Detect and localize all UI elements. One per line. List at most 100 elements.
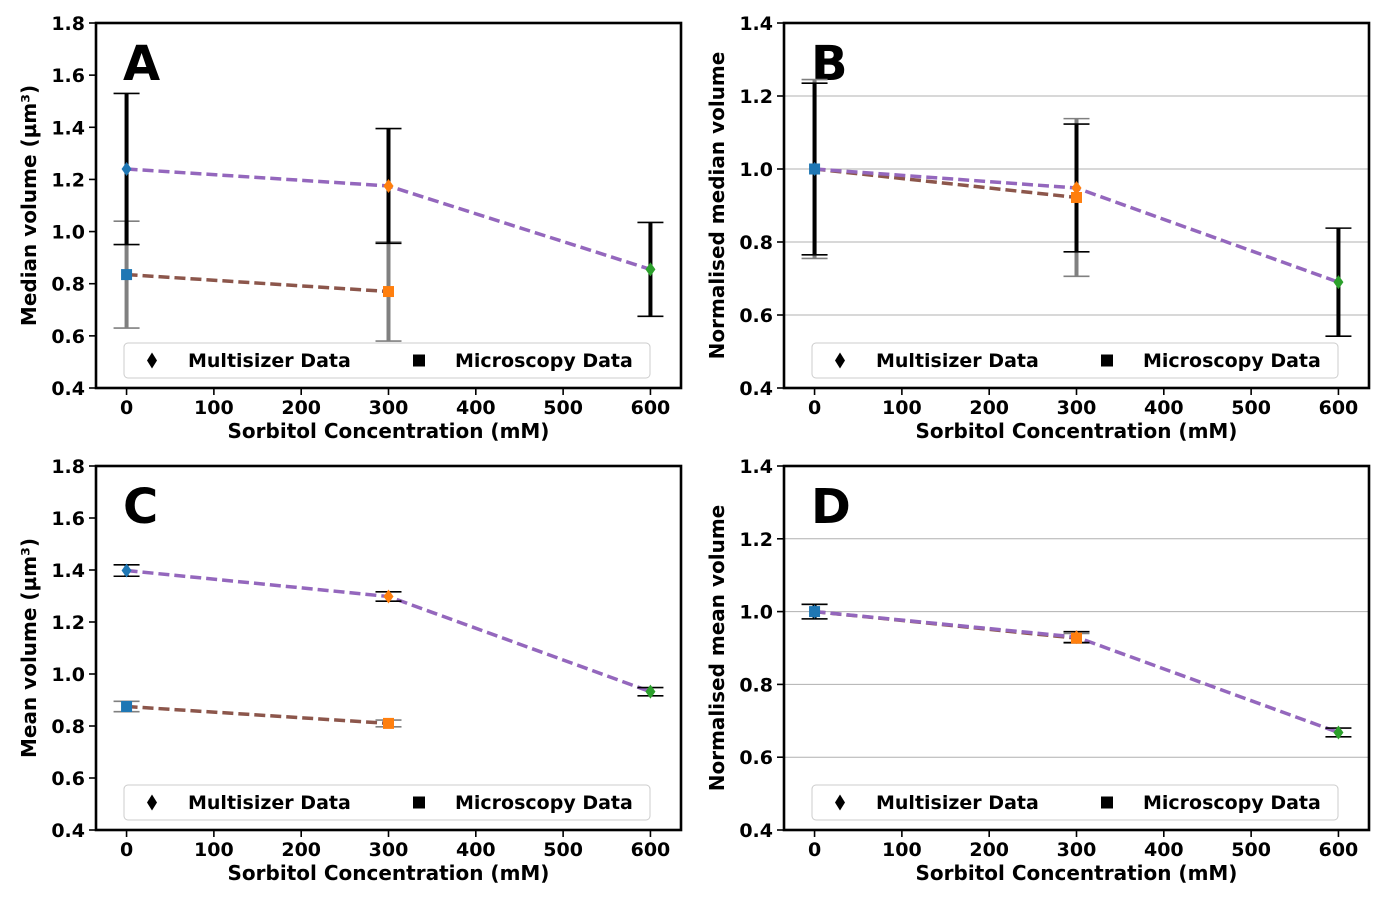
x-axis-label: Sorbitol Concentration (mM) (916, 861, 1238, 885)
legend-diamond-icon (835, 794, 845, 811)
legend-square-icon (413, 354, 425, 367)
legend-diamond-icon (835, 352, 845, 369)
x-tick-label: 400 (456, 839, 496, 861)
panel-letter: C (123, 479, 158, 535)
legend-label: Microscopy Data (455, 350, 633, 372)
plot-frame (782, 21, 1371, 390)
series-line (126, 704, 389, 726)
y-tick-label: 0.8 (51, 716, 85, 738)
y-tick-label: 1.6 (51, 508, 85, 530)
x-tick-label: 100 (194, 839, 234, 861)
data-point (121, 701, 133, 712)
y-tick-label: 0.4 (51, 378, 85, 400)
y-tick-label: 1.8 (51, 13, 85, 35)
x-tick-label: 500 (1231, 839, 1271, 861)
y-tick-label: 0.4 (739, 378, 773, 400)
x-tick-label: 0 (120, 397, 133, 419)
y-tick-label: 0.6 (739, 747, 773, 769)
y-tick-label: 1.6 (51, 65, 85, 87)
y-tick-label: 1.2 (739, 86, 773, 108)
panel-letter: D (811, 479, 851, 535)
legend-square-icon (1101, 354, 1113, 367)
legend-label: Multisizer Data (188, 792, 351, 814)
y-axis-label: Median volume (µm³) (17, 85, 41, 326)
data-point (809, 604, 820, 619)
data-point (1333, 275, 1344, 290)
x-tick-label: 0 (808, 397, 821, 419)
y-tick-label: 1.4 (51, 560, 85, 582)
x-tick-label: 600 (631, 839, 671, 861)
y-tick-label: 0.6 (51, 326, 85, 348)
data-point (383, 286, 394, 298)
panel-b: 0.4 0.6 0.8 1.0 1.2 1.4 0 100 200 300 400 500 600 Sor… (705, 13, 1371, 443)
x-tick-label: 500 (543, 397, 583, 419)
x-tick-label: 500 (1231, 397, 1271, 419)
x-tick-label: 300 (369, 839, 409, 861)
legend-box (811, 342, 1339, 379)
data-point (809, 162, 820, 176)
panel-letter: A (123, 36, 160, 92)
y-tick-label: 0.6 (739, 305, 773, 327)
series-line (126, 568, 652, 694)
x-tick-label: 600 (631, 397, 671, 419)
x-axis-label: Sorbitol Concentration (mM) (228, 861, 550, 885)
data-point (383, 589, 394, 604)
legend-label: Microscopy Data (455, 792, 633, 814)
x-tick-label: 200 (281, 397, 321, 419)
data-point (383, 178, 394, 193)
x-tick-label: 600 (1319, 397, 1359, 419)
data-point (645, 684, 656, 699)
legend-label: Multisizer Data (188, 350, 351, 372)
legend-square-icon (1101, 796, 1113, 809)
y-tick-label: 1.2 (51, 612, 85, 634)
x-tick-label: 200 (969, 839, 1009, 861)
series-line (814, 167, 1077, 200)
legend: Multisizer Data Microscopy Data (811, 342, 1339, 379)
y-tick-label: 1.0 (739, 602, 773, 624)
x-axis-label: Sorbitol Concentration (mM) (228, 419, 550, 443)
legend: Multisizer Data Microscopy Data (123, 342, 651, 379)
x-tick-label: 100 (882, 839, 922, 861)
legend-label: Microscopy Data (1143, 792, 1321, 814)
x-tick-label: 400 (1144, 839, 1184, 861)
plot-frame (94, 21, 683, 390)
data-point (121, 269, 133, 281)
legend-label: Microscopy Data (1143, 350, 1321, 372)
legend-box (811, 784, 1339, 821)
data-point (383, 717, 394, 729)
series-line (814, 609, 1340, 735)
legend-label: Multisizer Data (876, 350, 1039, 372)
y-tick-label: 0.4 (739, 820, 773, 842)
y-tick-label: 1.2 (739, 529, 773, 551)
data-point (121, 162, 132, 176)
legend-label: Multisizer Data (876, 792, 1039, 814)
y-tick-label: 0.8 (739, 232, 773, 254)
x-tick-label: 0 (120, 839, 133, 861)
series-line (126, 272, 389, 294)
legend-diamond-icon (147, 352, 157, 369)
y-tick-label: 0.8 (51, 274, 85, 296)
panel-c: 0.4 0.6 0.8 1.0 1.2 1.4 1.6 1.8 0 100 200 300 400 500… (17, 456, 683, 885)
panel-d: 0.4 0.6 0.8 1.0 1.2 1.4 0 100 200 300 400 500 600 Sor… (705, 456, 1371, 885)
legend-diamond-icon (147, 794, 157, 811)
legend-box (123, 784, 651, 821)
y-tick-label: 1.4 (51, 117, 85, 139)
y-axis-label: Normalised mean volume (705, 505, 729, 792)
x-tick-label: 400 (1144, 397, 1184, 419)
data-point (1071, 180, 1082, 195)
data-point (645, 262, 656, 277)
x-tick-label: 300 (369, 397, 409, 419)
data-point (1071, 630, 1082, 645)
x-axis-label: Sorbitol Concentration (mM) (916, 419, 1238, 443)
y-tick-label: 0.8 (739, 674, 773, 696)
y-tick-label: 1.8 (51, 456, 85, 478)
data-point (1333, 725, 1344, 740)
y-tick-label: 1.4 (739, 456, 773, 478)
x-tick-label: 200 (281, 839, 321, 861)
x-tick-label: 400 (456, 397, 496, 419)
legend: Multisizer Data Microscopy Data (811, 784, 1339, 821)
y-tick-label: 1.0 (739, 159, 773, 181)
x-tick-label: 300 (1057, 839, 1097, 861)
x-tick-label: 0 (808, 839, 821, 861)
